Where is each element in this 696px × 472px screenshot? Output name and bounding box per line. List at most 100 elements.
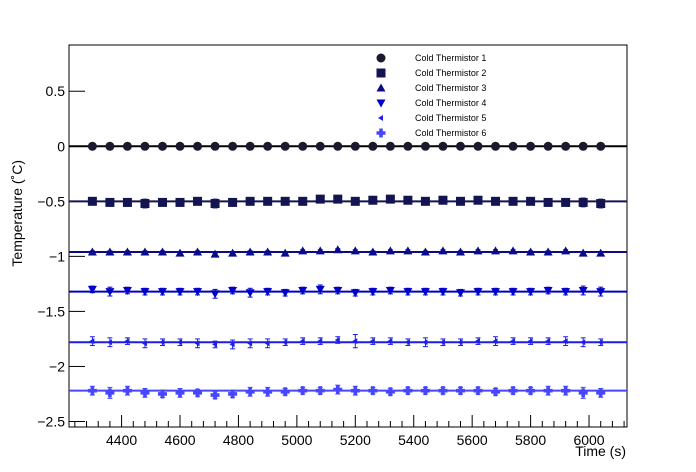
data-point bbox=[543, 197, 553, 207]
data-point bbox=[439, 339, 445, 346]
x-axis-title: Time (s) bbox=[575, 443, 626, 459]
data-point bbox=[596, 199, 606, 209]
x-tick-label: 5800 bbox=[515, 432, 546, 448]
data-point bbox=[280, 141, 290, 151]
data-point bbox=[263, 288, 273, 297]
data-point bbox=[105, 388, 115, 398]
data-point bbox=[491, 246, 501, 255]
data-point bbox=[175, 388, 185, 398]
data-point bbox=[210, 290, 220, 299]
data-point bbox=[157, 389, 167, 399]
data-point bbox=[263, 141, 273, 151]
y-tick-label: 0 bbox=[57, 138, 65, 154]
data-point bbox=[317, 338, 323, 345]
data-point bbox=[228, 286, 238, 295]
data-point bbox=[245, 196, 255, 206]
data-point bbox=[420, 196, 430, 206]
data-point bbox=[420, 288, 430, 297]
data-point bbox=[282, 339, 288, 346]
data-point bbox=[510, 338, 516, 345]
data-point bbox=[89, 338, 95, 345]
data-point bbox=[578, 197, 588, 207]
data-point bbox=[212, 341, 218, 348]
data-point bbox=[403, 288, 413, 297]
data-point bbox=[596, 288, 606, 297]
data-point bbox=[87, 196, 97, 206]
data-point bbox=[334, 337, 340, 344]
data-point bbox=[228, 141, 238, 151]
data-point bbox=[385, 246, 395, 255]
data-point bbox=[159, 339, 165, 346]
data-point bbox=[263, 196, 273, 206]
data-point bbox=[193, 288, 203, 297]
legend-label: Cold Thermistor 6 bbox=[415, 128, 486, 138]
data-point bbox=[210, 249, 220, 258]
data-point bbox=[280, 248, 290, 257]
y-tick-label: 0.5 bbox=[46, 83, 66, 99]
legend-marker bbox=[378, 115, 383, 121]
data-point bbox=[438, 195, 448, 205]
data-point bbox=[526, 141, 536, 151]
data-point bbox=[473, 141, 483, 151]
y-tick-label: −2.5 bbox=[37, 413, 65, 429]
y-tick-label: −1.5 bbox=[37, 303, 65, 319]
data-point bbox=[124, 338, 130, 345]
x-tick-label: 5400 bbox=[398, 432, 429, 448]
data-point bbox=[578, 388, 588, 398]
data-point bbox=[561, 246, 571, 255]
data-point bbox=[210, 199, 220, 209]
data-point bbox=[543, 386, 553, 396]
data-point bbox=[350, 196, 360, 206]
data-point bbox=[578, 141, 588, 151]
legend-label: Cold Thermistor 4 bbox=[415, 98, 486, 108]
data-point bbox=[210, 390, 220, 400]
data-point bbox=[315, 194, 325, 204]
data-point bbox=[596, 248, 606, 257]
data-point bbox=[298, 286, 308, 295]
data-point bbox=[596, 388, 606, 398]
data-point bbox=[438, 288, 448, 297]
data-point bbox=[369, 338, 375, 345]
data-point bbox=[122, 247, 132, 256]
data-point bbox=[263, 247, 273, 256]
data-point bbox=[491, 141, 501, 151]
data-point bbox=[526, 247, 536, 256]
data-point bbox=[403, 141, 413, 151]
data-point bbox=[387, 338, 393, 345]
data-point bbox=[175, 248, 185, 257]
data-point bbox=[561, 141, 571, 151]
data-point bbox=[315, 386, 325, 396]
data-point bbox=[455, 289, 465, 298]
data-point bbox=[473, 195, 483, 205]
x-tick-label: 6000 bbox=[573, 432, 604, 448]
data-point bbox=[122, 386, 132, 396]
data-point bbox=[368, 195, 378, 205]
data-point bbox=[385, 387, 395, 397]
data-point bbox=[193, 196, 203, 206]
data-point bbox=[580, 339, 586, 346]
data-point bbox=[491, 196, 501, 206]
data-point bbox=[543, 247, 553, 256]
data-point bbox=[140, 199, 150, 209]
data-point bbox=[491, 288, 501, 297]
data-point bbox=[87, 285, 97, 294]
data-point bbox=[245, 387, 255, 397]
data-point bbox=[228, 248, 238, 257]
data-point bbox=[491, 387, 501, 397]
data-point bbox=[245, 289, 255, 298]
data-point bbox=[385, 286, 395, 295]
legend-label: Cold Thermistor 1 bbox=[415, 53, 486, 63]
data-point bbox=[315, 246, 325, 255]
data-point bbox=[596, 141, 606, 151]
data-point bbox=[473, 288, 483, 297]
x-tick-label: 4800 bbox=[223, 432, 254, 448]
data-point bbox=[526, 288, 536, 297]
data-point bbox=[455, 141, 465, 151]
data-point bbox=[333, 194, 343, 204]
data-point bbox=[122, 286, 132, 295]
y-axis-title: Temperature (˚C) bbox=[9, 160, 25, 267]
data-point bbox=[280, 196, 290, 206]
data-point bbox=[87, 141, 97, 151]
data-point bbox=[438, 246, 448, 255]
